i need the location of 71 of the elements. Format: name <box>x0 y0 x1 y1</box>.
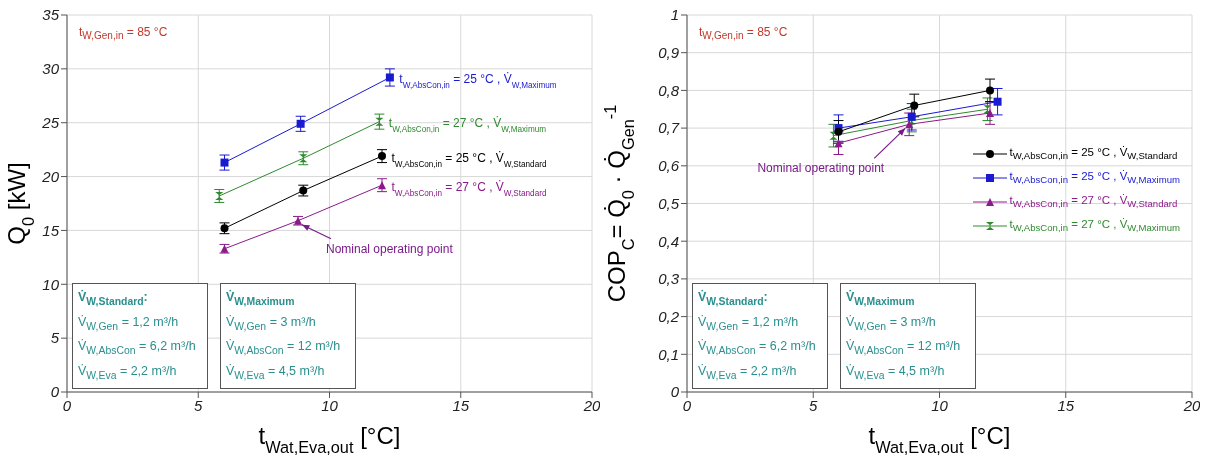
annotation: V̇$_{W,Standard}$: <box>698 289 769 309</box>
annotation: V̇$_{W,Maximum}$ <box>846 289 916 309</box>
point <box>986 86 994 95</box>
point <box>375 117 384 126</box>
x-axis-title: t$_{Wat,Eva,out}$ [°C] <box>868 422 1011 456</box>
annotation: V̇$_{W,AbsCon}$ = 12 m³/h <box>226 338 342 358</box>
annotation: V̇$_{W,Maximum}$ <box>226 289 296 309</box>
point <box>385 73 394 82</box>
y-tick-label: 0,2 <box>658 307 680 325</box>
y-tick-label: 0,9 <box>658 44 680 62</box>
annotation: V̇$_{W,Gen}$ = 3 m³/h <box>226 313 317 334</box>
annotation: V̇$_{W,Standard}$: <box>78 289 149 309</box>
y-tick-label: 30 <box>42 60 60 78</box>
series-label: t$_{W,AbsCon,in}$ = 25 °C , V̇$_{W,Standard}$ <box>391 150 547 169</box>
annotation: V̇$_{W,Gen}$ = 1,2 m³/h <box>698 313 800 334</box>
annotation: V̇$_{W,Eva}$ = 2,2 m³/h <box>698 362 798 383</box>
x-tick-label: 0 <box>62 396 72 414</box>
annotation: V̇$_{W,Eva}$ = 4,5 m³/h <box>846 362 946 383</box>
y-tick-label: 0,5 <box>658 194 680 212</box>
annotation: t$_{W,Gen,in}$ = 85 °C <box>699 25 788 42</box>
annotation: Nominal operating point <box>757 161 885 176</box>
y-tick-label: 25 <box>41 114 60 132</box>
y-tick-label: 20 <box>41 167 60 185</box>
point <box>834 139 843 148</box>
legend-label: t$_{W,AbsCon,in}$ = 25 °C , V̇$_{W,Maximum}$ <box>1009 170 1180 186</box>
x-tick-label: 15 <box>1057 396 1075 414</box>
annotation: V̇$_{W,Gen}$ = 3 m³/h <box>846 313 937 334</box>
y-tick-label: 35 <box>42 6 60 24</box>
point <box>829 131 838 140</box>
x-tick-label: 5 <box>194 396 204 414</box>
series-label: t$_{W,AbsCon,in}$ = 27 °C , V̇$_{W,Maximum}$ <box>388 116 547 134</box>
y-tick-label: 0,7 <box>658 119 680 137</box>
y-tick-label: 10 <box>42 275 60 293</box>
annotation: V̇$_{W,Eva}$ = 4,5 m³/h <box>226 362 326 383</box>
annotation: V̇$_{W,Gen}$ = 1,2 m³/h <box>78 313 180 334</box>
y-tick-label: 0,6 <box>658 157 680 175</box>
y-tick-label: 15 <box>42 221 60 239</box>
x-tick-label: 20 <box>582 396 601 414</box>
annotation: V̇$_{W,AbsCon}$ = 6,2 m³/h <box>698 338 817 358</box>
y-tick-label: 0 <box>670 383 680 401</box>
y-tick-label: 0,3 <box>658 270 680 288</box>
y-tick-label: 5 <box>50 329 60 347</box>
y-tick-label: 0,1 <box>658 345 679 363</box>
x-tick-label: 5 <box>809 396 819 414</box>
point <box>986 109 994 118</box>
annotation: t$_{W,Gen,in}$ = 85 °C <box>79 25 168 42</box>
x-tick-label: 15 <box>452 396 470 414</box>
legend-label: t$_{W,AbsCon,in}$ = 25 °C , V̇$_{W,Standard}$ <box>1009 146 1178 162</box>
point <box>983 105 992 114</box>
series-label: t$_{W,AbsCon,in}$ = 27 °C , V̇$_{W,Standard}$ <box>391 179 547 198</box>
x-tick-label: 20 <box>1182 396 1201 414</box>
legend-label: t$_{W,AbsCon,in}$ = 27 °C , V̇$_{W,Standard}$ <box>1009 194 1178 210</box>
point <box>907 112 916 121</box>
annotation: V̇$_{W,AbsCon}$ = 12 m³/h <box>846 338 962 358</box>
series-label: t$_{W,AbsCon,in}$ = 25 °C , V̇$_{W,Maximum}$ <box>399 71 557 90</box>
annotation: V̇$_{W,AbsCon}$ = 6,2 m³/h <box>78 338 197 358</box>
point <box>910 101 919 110</box>
legend-label: t$_{W,AbsCon,in}$ = 27 °C , V̇$_{W,Maximum}$ <box>1009 218 1180 234</box>
x-tick-label: 10 <box>931 396 949 414</box>
y-tick-label: 1 <box>670 6 679 24</box>
y-tick-label: 0,8 <box>658 81 680 99</box>
point <box>220 158 229 167</box>
x-tick-label: 0 <box>682 396 692 414</box>
y-tick-label: 0,4 <box>658 232 679 250</box>
annotation: V̇$_{W,Eva}$ = 2,2 m³/h <box>78 362 178 383</box>
x-axis-title: t$_{Wat,Eva,out}$ [°C] <box>258 422 401 456</box>
y-tick-label: 0 <box>50 383 60 401</box>
annotation: Nominal operating point <box>326 241 454 256</box>
point <box>993 97 1002 106</box>
point <box>296 119 305 128</box>
x-tick-label: 10 <box>321 396 339 414</box>
